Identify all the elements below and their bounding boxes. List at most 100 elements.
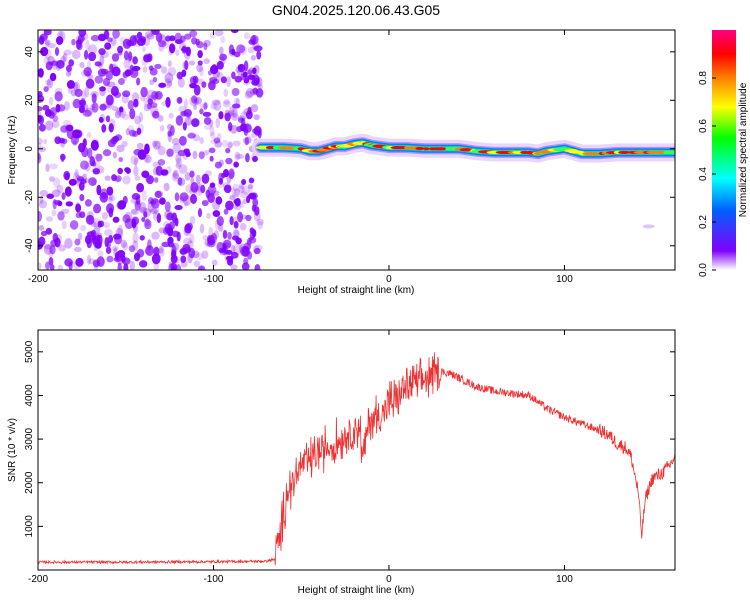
noise-blob	[108, 63, 114, 73]
noise-blob	[73, 246, 82, 253]
noise-blob	[103, 30, 110, 40]
noise-blob	[201, 250, 209, 260]
noise-blob	[46, 78, 53, 89]
noise-blob	[231, 187, 236, 198]
noise-blob	[43, 30, 49, 38]
noise-blob	[174, 204, 183, 211]
noise-blob	[231, 71, 236, 80]
noise-blob	[49, 264, 55, 270]
noise-blob	[241, 178, 247, 186]
noise-blob	[175, 115, 184, 126]
noise-blob	[155, 32, 163, 43]
noise-blob	[203, 42, 208, 51]
noise-blob	[179, 192, 189, 202]
noise-blob	[218, 247, 224, 254]
noise-blob	[199, 103, 208, 109]
noise-blob	[133, 98, 139, 108]
colorbar-gradient	[712, 30, 736, 270]
colorbar-label: Normalized spectral amplitude	[738, 82, 749, 217]
noise-blob	[245, 135, 252, 144]
noise-blob	[151, 253, 161, 265]
noise-blob	[111, 105, 119, 112]
noise-blob	[54, 47, 60, 56]
noise-blob	[243, 257, 249, 265]
noise-blob	[233, 161, 239, 168]
noise-blob	[153, 177, 159, 183]
noise-blob	[149, 68, 158, 76]
noise-blob	[232, 140, 241, 147]
noise-blob	[232, 228, 241, 239]
noise-blob	[103, 221, 111, 229]
noise-blob	[38, 152, 42, 164]
signal-hotspot	[618, 150, 631, 155]
noise-blob	[164, 72, 174, 84]
noise-blob	[242, 71, 248, 78]
noise-blob	[86, 132, 92, 139]
noise-blob	[92, 217, 101, 228]
noise-blob	[184, 59, 189, 71]
noise-blob	[191, 118, 200, 128]
noise-blob	[45, 120, 54, 131]
noise-blob	[159, 124, 165, 132]
noise-blob	[138, 260, 148, 268]
noise-blob	[141, 190, 147, 202]
noise-blob	[203, 116, 212, 125]
noise-blob	[218, 111, 224, 120]
noise-blob	[96, 184, 102, 196]
noise-blob	[154, 63, 162, 70]
noise-blob	[136, 142, 144, 150]
noise-blob	[225, 200, 234, 211]
noise-blob	[136, 127, 142, 135]
noise-blob	[105, 99, 113, 110]
noise-blob	[152, 76, 158, 83]
noise-blob	[182, 195, 192, 206]
noise-blob	[38, 211, 43, 222]
noise-blob	[176, 97, 183, 104]
noise-blob	[248, 67, 255, 77]
noise-blob	[84, 49, 89, 60]
noise-blob	[172, 171, 177, 178]
noise-blob	[99, 188, 109, 199]
noise-blob	[158, 245, 164, 254]
signal-hotspot	[663, 150, 673, 155]
noise-blob	[228, 106, 235, 116]
noise-blob	[209, 119, 214, 127]
noise-blob	[179, 135, 187, 146]
noise-blob	[211, 259, 218, 266]
noise-blob	[149, 102, 158, 108]
noise-blob	[43, 244, 52, 250]
noise-blob	[74, 169, 79, 178]
noise-blob	[208, 147, 216, 154]
noise-blob	[178, 164, 188, 174]
noise-blob	[164, 77, 172, 89]
noise-blob	[88, 258, 96, 265]
noise-blob	[222, 100, 231, 108]
noise-blob	[49, 176, 55, 182]
noise-blob	[80, 224, 87, 232]
snr-series-line	[38, 352, 675, 566]
noise-blob	[189, 215, 196, 225]
colorbar-tick-label: 0.6	[698, 119, 709, 133]
noise-blob	[38, 154, 42, 164]
colorbar-tick-label: 0.0	[698, 263, 709, 277]
noise-blob	[65, 124, 74, 132]
noise-blob	[103, 101, 110, 110]
noise-blob	[204, 238, 212, 247]
noise-blob	[143, 152, 150, 163]
noise-blob	[116, 144, 125, 153]
noise-blob	[169, 125, 175, 136]
noise-blob	[175, 157, 183, 168]
noise-blob	[144, 217, 150, 227]
noise-blob	[58, 30, 66, 42]
noise-blob	[202, 234, 208, 241]
colorbar-tick-label: 0.8	[698, 71, 709, 85]
noise-blob	[151, 30, 160, 35]
noise-blob	[235, 237, 242, 245]
snr-ticks: -200 -100 0 100 1000 2000 3000 4000 5000	[24, 330, 675, 585]
noise-blob	[136, 248, 145, 258]
noise-blob	[64, 124, 70, 134]
noise-blob	[132, 71, 140, 77]
noise-blob	[80, 97, 86, 109]
noise-blob	[202, 111, 212, 117]
noise-blob	[220, 35, 225, 44]
